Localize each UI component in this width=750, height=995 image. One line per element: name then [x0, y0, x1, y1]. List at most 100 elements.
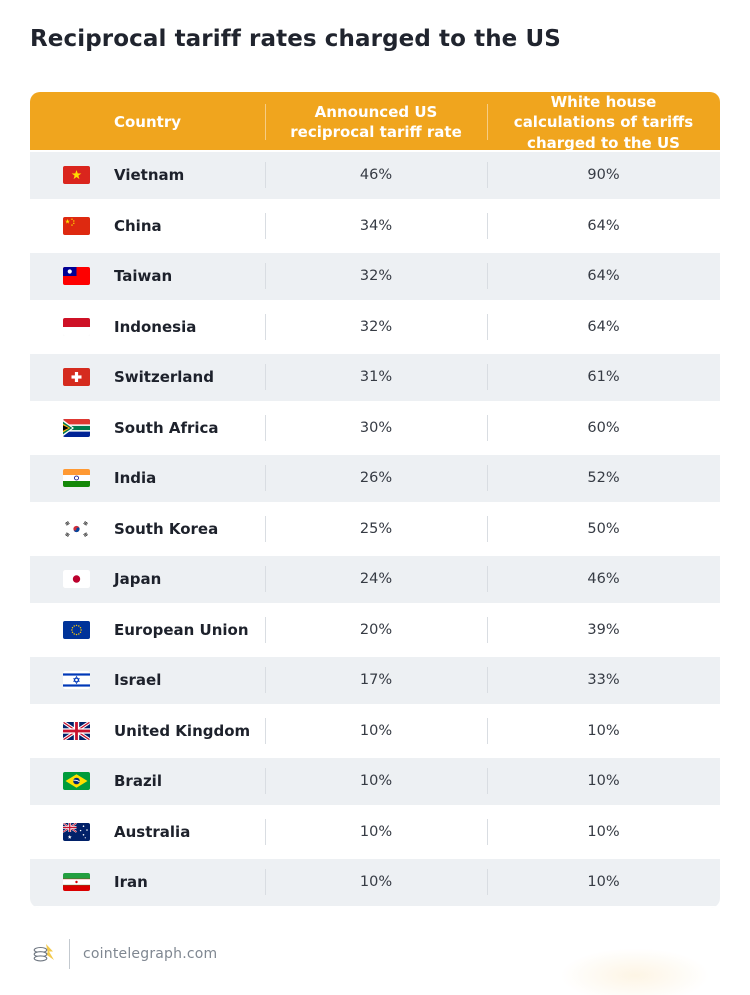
page-title: Reciprocal tariff rates charged to the U…: [30, 26, 561, 52]
australia-flag-icon: [63, 822, 90, 841]
country-cell: Vietnam: [30, 166, 265, 185]
japan-flag-icon: [63, 570, 90, 589]
country-name: South Korea: [114, 519, 219, 538]
country-cell: India: [30, 469, 265, 488]
country-name: South Africa: [114, 418, 219, 437]
table-row: India 26% 52%: [30, 453, 720, 504]
country-cell: Iran: [30, 873, 265, 892]
calculated-rate-value: 50%: [487, 521, 720, 537]
calculated-rate-value: 10%: [487, 824, 720, 840]
announced-rate-value: 20%: [265, 622, 487, 638]
calculated-rate-value: 60%: [487, 420, 720, 436]
table-body: Vietnam 46% 90% China 34% 64% Taiwan 32% 64% Indo…: [30, 150, 720, 908]
announced-rate-value: 10%: [265, 773, 487, 789]
announced-rate-value: 10%: [265, 874, 487, 890]
announced-rate-value: 31%: [265, 369, 487, 385]
table-row: China 34% 64%: [30, 200, 720, 251]
country-cell: China: [30, 216, 265, 235]
calculated-rate-value: 10%: [487, 773, 720, 789]
calculated-rate-value: 33%: [487, 672, 720, 688]
china-flag-icon: [63, 216, 90, 235]
calculated-rate-value: 52%: [487, 470, 720, 486]
country-name: Israel: [114, 671, 162, 690]
footer-divider: [69, 939, 70, 969]
country-cell: Switzerland: [30, 368, 265, 387]
table-row: South Korea 25% 50%: [30, 503, 720, 554]
calculated-rate-value: 46%: [487, 571, 720, 587]
table-row: Switzerland 31% 61%: [30, 352, 720, 403]
country-name: United Kingdom: [114, 721, 251, 740]
table-header-row: Country Announced US reciprocal tariff r…: [30, 92, 720, 153]
country-cell: South Africa: [30, 418, 265, 437]
calculated-rate-value: 64%: [487, 268, 720, 284]
calculated-rate-value: 90%: [487, 167, 720, 183]
country-cell: Taiwan: [30, 267, 265, 286]
table-row: Japan 24% 46%: [30, 554, 720, 605]
table-row: Iran 10% 10%: [30, 857, 720, 908]
country-cell: European Union: [30, 620, 265, 639]
footer: cointelegraph.com: [30, 938, 217, 970]
country-name: Indonesia: [114, 317, 197, 336]
european-union-flag-icon: [63, 620, 90, 639]
table-row: Israel 17% 33%: [30, 655, 720, 706]
country-cell: South Korea: [30, 519, 265, 538]
announced-rate-value: 10%: [265, 824, 487, 840]
footer-site-label: cointelegraph.com: [83, 946, 218, 962]
switzerland-flag-icon: [63, 368, 90, 387]
country-cell: Brazil: [30, 772, 265, 791]
brazil-flag-icon: [63, 772, 90, 791]
indonesia-flag-icon: [63, 317, 90, 336]
country-name: Taiwan: [114, 267, 173, 286]
announced-rate-value: 32%: [265, 319, 487, 335]
country-name: Brazil: [114, 772, 162, 791]
taiwan-flag-icon: [63, 267, 90, 286]
table-row: Indonesia 32% 64%: [30, 301, 720, 352]
header-announced-rate: Announced US reciprocal tariff rate: [265, 102, 487, 143]
table-row: Australia 10% 10%: [30, 806, 720, 857]
table-row: United Kingdom 10% 10%: [30, 705, 720, 756]
announced-rate-value: 10%: [265, 723, 487, 739]
country-name: Vietnam: [114, 166, 185, 185]
country-name: China: [114, 216, 162, 235]
country-cell: Israel: [30, 671, 265, 690]
israel-flag-icon: [63, 671, 90, 690]
announced-rate-value: 46%: [265, 167, 487, 183]
country-cell: Japan: [30, 570, 265, 589]
country-name: Australia: [114, 822, 191, 841]
calculated-rate-value: 64%: [487, 319, 720, 335]
tariff-table: Country Announced US reciprocal tariff r…: [30, 92, 720, 908]
calculated-rate-value: 39%: [487, 622, 720, 638]
country-cell: Australia: [30, 822, 265, 841]
corner-watermark: [560, 948, 710, 995]
header-country: Country: [113, 113, 182, 132]
calculated-rate-value: 61%: [487, 369, 720, 385]
calculated-rate-value: 64%: [487, 218, 720, 234]
south-korea-flag-icon: [63, 519, 90, 538]
table-row: Taiwan 32% 64%: [30, 251, 720, 302]
table-row: European Union 20% 39%: [30, 604, 720, 655]
south-africa-flag-icon: [63, 418, 90, 437]
cointelegraph-logo-icon: [30, 941, 57, 968]
header-whitehouse-calculations: White house calculations of tariffs char…: [487, 92, 720, 153]
announced-rate-value: 32%: [265, 268, 487, 284]
iran-flag-icon: [63, 873, 90, 892]
announced-rate-value: 17%: [265, 672, 487, 688]
table-row: Vietnam 46% 90%: [30, 150, 720, 201]
country-name: Iran: [114, 873, 148, 892]
country-name: India: [114, 469, 157, 488]
announced-rate-value: 25%: [265, 521, 487, 537]
table-row: South Africa 30% 60%: [30, 402, 720, 453]
vietnam-flag-icon: [63, 166, 90, 185]
calculated-rate-value: 10%: [487, 874, 720, 890]
calculated-rate-value: 10%: [487, 723, 720, 739]
country-cell: Indonesia: [30, 317, 265, 336]
country-name: European Union: [114, 620, 249, 639]
country-name: Switzerland: [114, 368, 214, 387]
announced-rate-value: 24%: [265, 571, 487, 587]
country-name: Japan: [114, 570, 162, 589]
country-cell: United Kingdom: [30, 721, 265, 740]
united-kingdom-flag-icon: [63, 721, 90, 740]
india-flag-icon: [63, 469, 90, 488]
announced-rate-value: 34%: [265, 218, 487, 234]
